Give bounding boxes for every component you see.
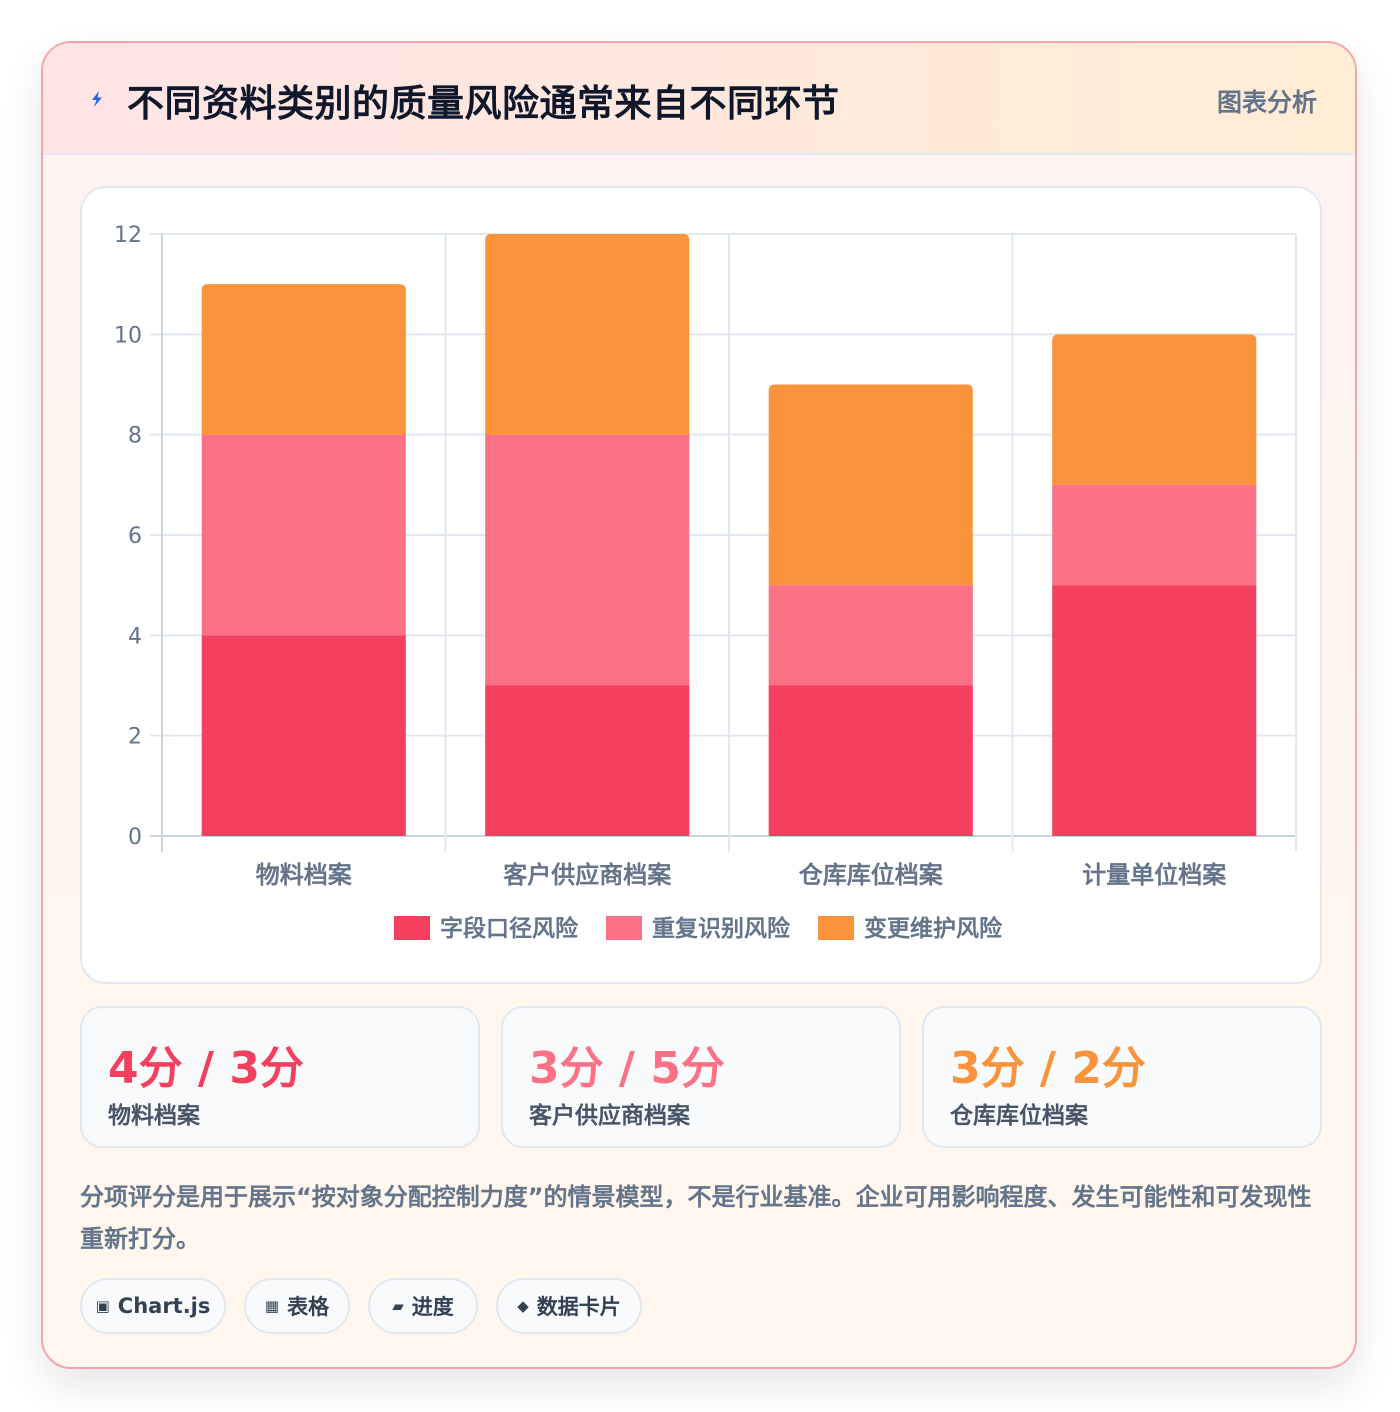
y-tick-label: 4: [128, 624, 142, 649]
lightning-icon: [92, 91, 102, 107]
legend-label: 字段口径风险: [440, 915, 579, 942]
legend-swatch: [394, 916, 430, 940]
stat-label: 客户供应商档案: [529, 1103, 690, 1129]
y-tick-label: 6: [128, 524, 142, 549]
chip-label: Chart.js: [117, 1294, 211, 1318]
stat-value: 3分 / 2分: [950, 1043, 1146, 1094]
bar-segment: [768, 685, 973, 836]
bar-segment: [485, 234, 690, 435]
x-category-label: 物料档案: [256, 861, 353, 889]
stat-card-warehouse: 3分 / 2分 仓库库位档案: [922, 1006, 1322, 1148]
stat-cards: 4分 / 3分 物料档案 3分 / 5分 客户供应商档案 3分 / 2分 仓库库…: [80, 1006, 1322, 1148]
chip-data-cards[interactable]: ◆ 数据卡片: [496, 1278, 642, 1334]
bar-segment: [1052, 484, 1257, 586]
bar-segment: [768, 585, 973, 686]
legend-swatch: [818, 916, 854, 940]
bar-segment: [201, 434, 406, 636]
chip-label: 表格: [287, 1295, 330, 1319]
diamond-icon: ◆: [517, 1297, 529, 1315]
stat-value: 4分 / 3分: [108, 1043, 304, 1094]
chip-label: 数据卡片: [536, 1295, 621, 1319]
legend-swatch: [606, 916, 642, 940]
bar-segment: [1052, 585, 1257, 836]
legend-label: 变更维护风险: [864, 915, 1003, 942]
bar-segment: [485, 685, 690, 836]
bar-segment: [485, 434, 690, 686]
chip-label: 进度: [411, 1295, 454, 1319]
chip-progress[interactable]: ▰ 进度: [368, 1278, 478, 1334]
chart-card: 不同资料类别的质量风险通常来自不同环节 图表分析 0 2 4 6 8 10 12 物料档案 客户…: [41, 41, 1357, 1369]
bar-segment: [201, 635, 406, 836]
y-tick-label: 2: [128, 725, 142, 750]
legend-label: 重复识别风险: [652, 915, 791, 942]
x-category-label: 计量单位档案: [1082, 861, 1227, 889]
chart-box-icon: ▣: [95, 1297, 110, 1315]
stat-card-material: 4分 / 3分 物料档案: [80, 1006, 480, 1148]
card-title: 不同资料类别的质量风险通常来自不同环节: [127, 82, 840, 125]
card-header: 不同资料类别的质量风险通常来自不同环节 图表分析: [43, 43, 1355, 155]
progress-bar-icon: ▰: [392, 1297, 404, 1315]
stat-label: 仓库库位档案: [950, 1103, 1088, 1129]
chart-analysis-tag: 图表分析: [1216, 88, 1317, 117]
stat-card-customer-supplier: 3分 / 5分 客户供应商档案: [501, 1006, 901, 1148]
stat-label: 物料档案: [108, 1103, 200, 1129]
chart-panel: 0 2 4 6 8 10 12 物料档案 客户供应商档案 仓库库位档案 计量单位档案字段口径风险 重复…: [80, 186, 1322, 984]
x-category-label: 仓库库位档案: [798, 861, 944, 889]
bar-segment: [1052, 334, 1257, 485]
x-category-label: 客户供应商档案: [503, 861, 672, 889]
bar-segment: [201, 284, 406, 435]
y-tick-label: 0: [128, 825, 142, 850]
y-tick-label: 10: [114, 323, 142, 348]
y-tick-label: 12: [114, 223, 142, 248]
table-grid-icon: ▦: [264, 1297, 280, 1315]
bar-segment: [768, 384, 973, 586]
note-text: 分项评分是用于展示“按对象分配控制力度”的情景模型，不是行业基准。企业可用影响程…: [80, 1183, 1312, 1253]
y-tick-label: 8: [128, 424, 142, 449]
chip-chartjs[interactable]: ▣ Chart.js: [80, 1278, 226, 1334]
chip-table[interactable]: ▦ 表格: [244, 1278, 350, 1334]
stat-value: 3分 / 5分: [529, 1043, 725, 1094]
